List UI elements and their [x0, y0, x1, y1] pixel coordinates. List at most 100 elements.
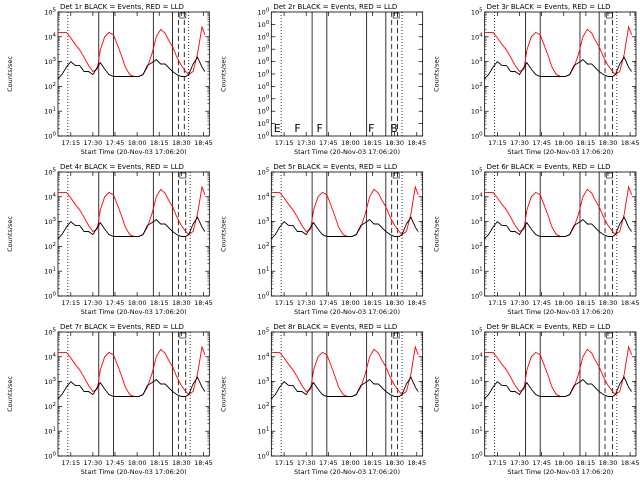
lld-series-line: [484, 345, 633, 397]
y-tick-label: 102: [44, 242, 56, 251]
y-tick-label: 103: [471, 377, 483, 386]
marker-box-annotation: [392, 172, 400, 179]
panel-title: Det 2r BLACK = Events, RED = LLD: [273, 3, 397, 11]
y-axis-label: Counts/sec: [433, 376, 441, 412]
x-tick-label: 18:15: [150, 459, 169, 467]
lld-series-line: [57, 25, 206, 77]
x-tick-label: 17:15: [61, 139, 80, 147]
panel-p5: Det 5r BLACK = Events, RED = LLD Counts/s…: [219, 163, 426, 316]
x-tick-label: 17:15: [488, 299, 507, 307]
x-tick-label: 18:45: [194, 139, 213, 147]
x-tick-label: 18:45: [621, 459, 640, 467]
panel-p8: Det 8r BLACK = Events, RED = LLD Counts/s…: [219, 323, 426, 476]
x-tick-label: 18:00: [341, 459, 360, 467]
plot-frame: [270, 171, 424, 297]
y-tick-label: 100: [258, 94, 270, 103]
panel-p3: Det 3r BLACK = Events, RED = LLD Counts/s…: [433, 3, 640, 156]
y-tick-label: 100: [258, 8, 270, 17]
y-axis-label: Counts/sec: [6, 56, 14, 92]
x-tick-label: 18:30: [172, 139, 191, 147]
y-tick-label: 104: [44, 352, 56, 361]
y-tick-label: 105: [44, 8, 56, 17]
x-tick-label: 17:45: [532, 139, 551, 147]
x-tick-label: 18:30: [172, 459, 191, 467]
y-tick-label: 104: [44, 32, 56, 41]
flag-letter: B: [390, 122, 398, 135]
y-tick-label: 103: [471, 57, 483, 66]
x-axis-label: Start Time (20-Nov-03 17:06:20): [507, 308, 613, 316]
x-tick-label: 17:15: [488, 139, 507, 147]
x-tick-label: 17:30: [84, 299, 103, 307]
x-tick-label: 17:15: [61, 459, 80, 467]
y-axis-label: Counts/sec: [6, 216, 14, 252]
x-tick-label: 17:30: [84, 139, 103, 147]
y-tick-label: 105: [471, 168, 483, 177]
x-axis-label: Start Time (20-Nov-03 17:06:20): [294, 308, 400, 316]
x-tick-label: 17:45: [532, 459, 551, 467]
marker-box-annotation: [179, 172, 187, 179]
y-tick-label: 102: [471, 242, 483, 251]
plot-frame: [57, 331, 210, 457]
x-tick-label: 17:45: [106, 459, 125, 467]
x-tick-label: 17:30: [84, 459, 103, 467]
x-tick-label: 17:30: [510, 139, 529, 147]
x-tick-label: 17:30: [297, 459, 316, 467]
y-tick-label: 100: [258, 292, 270, 301]
y-tick-label: 100: [471, 132, 483, 141]
y-tick-label: 101: [258, 427, 270, 436]
events-series-line: [483, 56, 632, 80]
x-tick-label: 17:15: [61, 299, 80, 307]
y-tick-label: 101: [44, 427, 56, 436]
events-series-line: [57, 376, 206, 400]
x-axis-label: Start Time (20-Nov-03 17:06:20): [507, 148, 613, 156]
plot-frame: [270, 11, 424, 137]
lld-series-line: [270, 345, 419, 397]
panel-title: Det 9r BLACK = Events, RED = LLD: [487, 323, 611, 331]
y-axis-label: Counts/sec: [219, 56, 227, 92]
y-tick-label: 100: [258, 82, 270, 91]
x-tick-label: 18:00: [128, 299, 147, 307]
marker-box-annotation: [179, 12, 187, 19]
x-tick-label: 17:45: [319, 299, 338, 307]
flag-letter: E: [274, 122, 281, 135]
y-tick-label: 103: [44, 377, 56, 386]
y-tick-label: 100: [44, 132, 56, 141]
x-tick-label: 18:30: [385, 459, 404, 467]
marker-box-annotation: [606, 12, 613, 19]
y-tick-label: 102: [471, 402, 483, 411]
x-tick-label: 18:45: [194, 299, 213, 307]
y-tick-label: 104: [258, 352, 270, 361]
marker-box-annotation: [179, 332, 187, 339]
x-tick-label: 18:15: [577, 459, 596, 467]
marker-box-annotation: [606, 332, 613, 339]
y-tick-label: 101: [471, 107, 483, 116]
lld-series-line: [57, 345, 206, 397]
x-tick-label: 18:15: [363, 299, 382, 307]
y-tick-label: 100: [258, 107, 270, 116]
y-tick-label: 100: [258, 70, 270, 79]
x-tick-label: 18:45: [194, 459, 213, 467]
panel-title: Det 1r BLACK = Events, RED = LLD: [60, 3, 184, 11]
x-axis-label: Start Time (20-Nov-03 17:06:20): [81, 308, 187, 316]
x-axis-label: Start Time (20-Nov-03 17:06:20): [507, 468, 613, 476]
y-tick-label: 102: [44, 82, 56, 91]
x-tick-label: 18:15: [363, 139, 382, 147]
y-tick-label: 105: [258, 328, 270, 337]
x-tick-label: 18:00: [554, 459, 573, 467]
x-tick-label: 17:30: [510, 299, 529, 307]
events-series-line: [483, 376, 632, 400]
marker-box-annotation: [392, 332, 400, 339]
x-axis-label: Start Time (20-Nov-03 17:06:20): [294, 468, 400, 476]
panel-title: Det 8r BLACK = Events, RED = LLD: [273, 323, 397, 331]
y-axis-label: Counts/sec: [433, 56, 441, 92]
y-tick-label: 105: [44, 168, 56, 177]
y-tick-label: 100: [258, 119, 270, 128]
x-tick-label: 17:30: [297, 299, 316, 307]
x-tick-label: 17:30: [510, 459, 529, 467]
y-tick-label: 101: [471, 267, 483, 276]
y-tick-label: 100: [471, 452, 483, 461]
y-tick-label: 100: [258, 20, 270, 29]
y-tick-label: 101: [258, 267, 270, 276]
y-tick-label: 100: [258, 132, 270, 141]
plot-frame: [484, 171, 637, 297]
